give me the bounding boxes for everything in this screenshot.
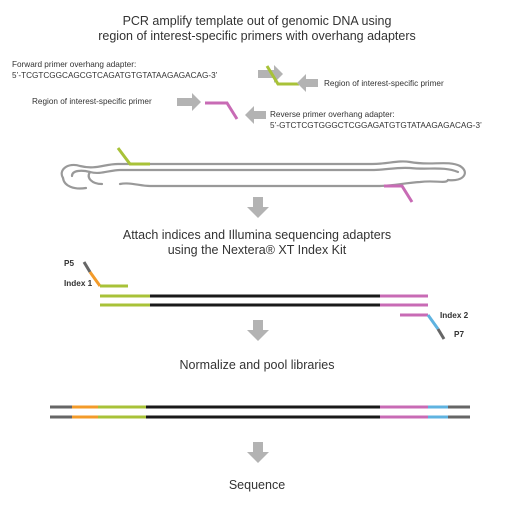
roi-primer-label-right: Region of interest-specific primer	[324, 79, 444, 88]
reverse-primer-on-dna	[384, 184, 414, 203]
arrow-right-to-reverse-primer	[177, 93, 201, 111]
index1-label: Index 1	[64, 279, 93, 288]
reverse-adapter-sequence: 5’-GTCTCGTGGGCTCGGAGATGTGTATAAGAGACAG-3’	[270, 121, 482, 130]
arrow-left-from-reverse-adapter	[245, 106, 266, 124]
step2-title-line1: Attach indices and Illumina sequencing a…	[122, 228, 392, 242]
forward-primer-graphic	[265, 65, 299, 86]
index2-label: Index 2	[440, 311, 469, 320]
arrow-down-1	[247, 197, 269, 218]
p7-label: P7	[454, 330, 465, 339]
arrow-left-from-roi-label	[297, 74, 318, 92]
step3-title: Normalize and pool libraries	[179, 358, 335, 372]
pooled-library-strands	[50, 405, 470, 419]
forward-adapter-sequence: 5’-TCGTCGGCAGCGTCAGATGTGTATAAGAGACAG-3’	[12, 71, 218, 80]
forward-adapter-label: Forward primer overhang adapter:	[12, 60, 137, 69]
reverse-adapter-label: Reverse primer overhang adapter:	[270, 110, 395, 119]
step2-title-line2: using the Nextera® XT Index Kit	[167, 243, 347, 257]
forward-primer-on-dna	[116, 147, 150, 166]
roi-primer-label-left: Region of interest-specific primer	[32, 97, 152, 106]
step1-title-line2: region of interest-specific primers with…	[98, 29, 416, 43]
indexing-amplicon	[82, 261, 446, 340]
genomic-dna	[60, 160, 466, 190]
reverse-primer-graphic	[205, 101, 239, 120]
step4-title: Sequence	[228, 478, 286, 492]
arrow-down-2	[247, 320, 269, 341]
p5-label: P5	[64, 259, 75, 268]
arrow-down-3	[247, 442, 269, 463]
step1-title-line1: PCR amplify template out of genomic DNA …	[122, 14, 392, 28]
